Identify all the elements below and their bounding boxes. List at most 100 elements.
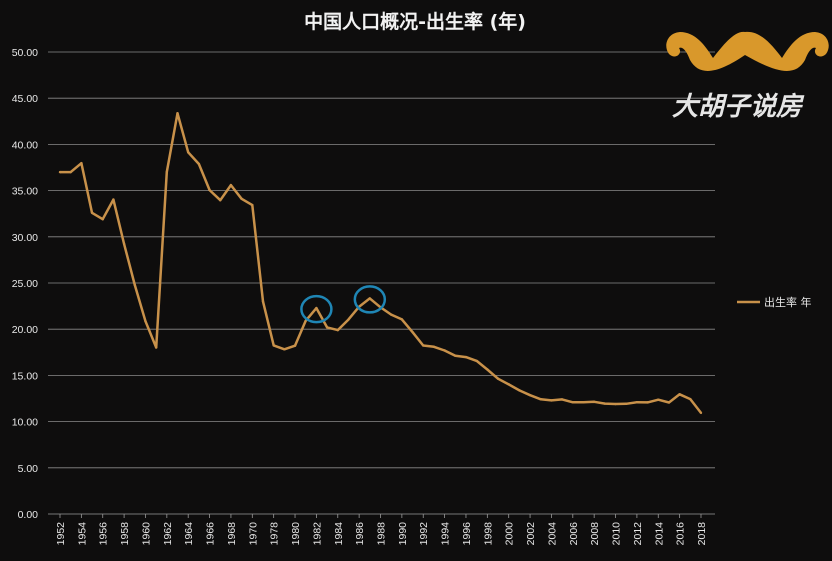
data-point-2001 — [518, 389, 521, 392]
data-point-1998 — [486, 368, 489, 371]
x-tick-label: 1964 — [183, 522, 195, 546]
data-point-1987 — [368, 297, 372, 300]
mustache-logo-icon — [666, 31, 829, 71]
data-point-1997 — [475, 359, 478, 363]
x-tick-label: 1980 — [290, 522, 302, 546]
data-point-1996 — [464, 355, 468, 359]
data-point-1962 — [165, 170, 169, 174]
data-point-1959 — [133, 283, 136, 287]
data-point-1968 — [229, 183, 233, 187]
data-point-1979 — [283, 348, 286, 351]
data-point-2008 — [592, 400, 596, 404]
x-tick-label: 2012 — [632, 522, 644, 546]
data-point-2006 — [571, 401, 574, 404]
y-tick-label: 15.00 — [12, 370, 38, 382]
x-tick-label: 1978 — [269, 522, 281, 546]
x-tick-label: 1998 — [482, 522, 494, 546]
data-point-1992 — [422, 344, 425, 347]
legend-label: 出生率 年 — [764, 295, 812, 309]
x-tick-label: 1954 — [76, 522, 88, 546]
y-tick-label: 45.00 — [12, 93, 38, 105]
y-tick-label: 25.00 — [12, 278, 38, 290]
data-point-1991 — [411, 330, 414, 334]
chart-title: 中国人口概况-出生率 (年) — [304, 10, 526, 33]
data-point-1994 — [443, 349, 446, 352]
data-point-1966 — [208, 188, 211, 192]
y-tick-label: 0.00 — [18, 509, 39, 521]
y-tick-label: 10.00 — [12, 417, 38, 429]
x-tick-label: 1996 — [461, 522, 473, 546]
data-point-1967 — [219, 199, 222, 202]
data-point-1984 — [336, 328, 339, 332]
data-point-2015 — [667, 401, 671, 404]
data-point-1975 — [261, 300, 265, 303]
data-point-1990 — [400, 318, 404, 321]
y-tick-label: 5.00 — [18, 463, 39, 475]
x-tick-label: 2000 — [504, 522, 516, 546]
data-point-1995 — [454, 354, 457, 358]
x-tick-label: 1982 — [311, 522, 323, 546]
x-tick-label: 1966 — [205, 522, 217, 546]
data-point-2016 — [678, 393, 681, 396]
data-point-1969 — [240, 197, 243, 201]
data-point-1993 — [432, 345, 436, 349]
data-point-1954 — [80, 161, 83, 165]
y-tick-label: 30.00 — [12, 232, 38, 244]
data-point-1982 — [315, 306, 318, 310]
data-point-1978 — [272, 344, 275, 347]
x-tick-label: 2016 — [675, 522, 687, 546]
x-tick-label: 2014 — [653, 522, 665, 546]
x-tick-label: 2002 — [525, 522, 537, 546]
y-tick-label: 20.00 — [12, 324, 38, 336]
x-tick-label: 2008 — [589, 522, 601, 546]
data-point-2012 — [635, 400, 639, 404]
x-tick-label: 1988 — [376, 522, 388, 546]
data-point-1970 — [251, 203, 254, 207]
data-point-1983 — [325, 326, 329, 329]
data-point-2004 — [550, 399, 553, 402]
data-point-1999 — [496, 377, 500, 380]
data-point-1989 — [389, 313, 393, 316]
x-tick-label: 1952 — [55, 522, 67, 546]
data-point-2017 — [689, 397, 692, 401]
logo-text: 大胡子说房 — [672, 92, 805, 122]
x-tick-label: 2010 — [611, 522, 623, 546]
data-point-1955 — [90, 211, 94, 214]
y-tick-label: 50.00 — [12, 47, 38, 59]
data-point-2005 — [560, 398, 564, 401]
legend: 出生率 年 — [737, 295, 812, 309]
x-tick-label: 2004 — [546, 522, 558, 546]
x-tick-label: 2006 — [568, 522, 580, 546]
x-tick-label: 1962 — [162, 522, 174, 546]
x-tick-label: 1986 — [354, 522, 366, 546]
highlight-circle-1982 — [300, 294, 333, 324]
data-point-2009 — [603, 402, 607, 405]
data-point-2011 — [625, 402, 628, 405]
data-point-2014 — [657, 398, 660, 401]
x-tick-label: 1956 — [98, 522, 110, 546]
data-point-2002 — [528, 393, 532, 397]
data-point-2013 — [646, 401, 649, 404]
data-point-1960 — [144, 320, 147, 323]
data-point-1953 — [69, 170, 72, 174]
x-tick-label: 1960 — [140, 522, 152, 546]
data-point-1961 — [154, 346, 158, 349]
data-point-2000 — [507, 383, 510, 386]
x-tick-label: 1984 — [333, 522, 345, 546]
data-point-2010 — [614, 402, 617, 406]
data-point-1980 — [293, 344, 297, 347]
highlight-circle-1987 — [353, 285, 387, 314]
x-tick-label: 1970 — [247, 522, 259, 546]
y-tick-label: 40.00 — [12, 139, 38, 151]
x-tick-label: 1990 — [397, 522, 409, 546]
data-point-1952 — [58, 170, 62, 174]
data-point-2003 — [539, 398, 542, 401]
x-tick-label: 1958 — [119, 522, 131, 546]
data-point-1985 — [347, 318, 350, 321]
data-point-2007 — [582, 400, 585, 404]
data-point-1956 — [101, 218, 104, 221]
series-line-birth-rate — [60, 112, 702, 414]
data-point-1963 — [176, 112, 179, 115]
